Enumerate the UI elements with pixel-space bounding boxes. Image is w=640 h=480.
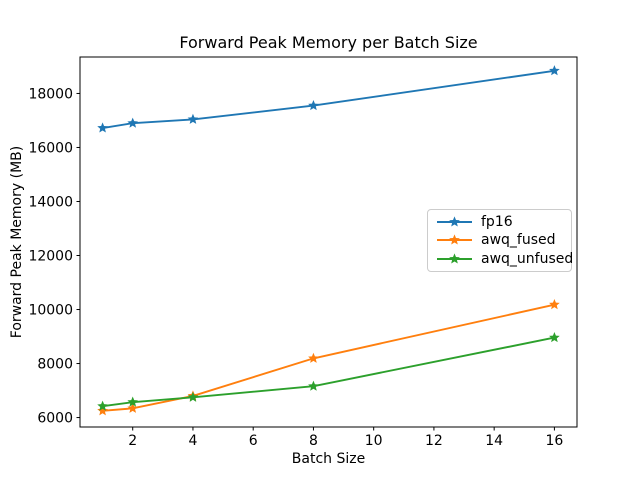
x-axis-label: Batch Size: [291, 451, 366, 467]
series-line-awq_fused: [101, 303, 556, 412]
x-tick-label: 10: [365, 433, 383, 449]
legend-label: fp16: [481, 214, 513, 231]
legend-item-fp16: fp16: [436, 213, 563, 231]
line-star-swatch-icon: [437, 216, 472, 227]
data-point-marker-awq_unfused: [549, 332, 560, 343]
data-point-marker-fp16: [97, 122, 108, 133]
x-tick-label: 16: [545, 433, 563, 449]
series-line-fp16: [101, 69, 556, 129]
y-tick-label: 8000: [37, 357, 73, 373]
y-tick-label: 18000: [28, 86, 73, 102]
data-point-marker-fp16: [308, 100, 319, 111]
y-tick-label: 12000: [28, 249, 73, 265]
legend: fp16 awq_fused awq_unfused: [427, 209, 573, 272]
x-tick-label: 8: [309, 433, 318, 449]
data-point-marker-awq_fused: [127, 402, 139, 413]
data-point-marker-fp16: [187, 113, 199, 124]
y-tick-label: 10000: [28, 303, 73, 319]
legend-item-awq-fused: awq_fused: [436, 231, 563, 249]
x-tick-label: 14: [485, 433, 503, 449]
x-tick-label: 12: [425, 433, 443, 449]
data-point-marker-awq_fused: [97, 405, 108, 416]
chart-title: Forward Peak Memory per Batch Size: [179, 33, 478, 52]
x-tick-label: 6: [249, 433, 258, 449]
line-star-swatch-icon: [437, 253, 472, 264]
y-tick-label: 14000: [28, 194, 73, 210]
data-point-marker-awq_unfused: [97, 400, 108, 411]
data-point-marker-awq_unfused: [187, 391, 199, 402]
data-point-marker-awq_unfused: [127, 396, 139, 407]
line-star-swatch-icon: [437, 234, 472, 246]
legend-label: awq_unfused: [481, 250, 574, 267]
data-point-marker-awq_unfused: [308, 380, 319, 391]
legend-item-awq-unfused: awq_unfused: [436, 250, 573, 268]
x-tick-label: 4: [188, 433, 197, 449]
x-tick-label: 2: [128, 433, 137, 449]
data-point-marker-awq_fused: [308, 352, 319, 363]
y-tick-label: 16000: [28, 140, 73, 156]
legend-label: awq_fused: [481, 232, 556, 249]
y-tick-label: 6000: [37, 411, 73, 427]
series-line-awq_unfused: [101, 336, 556, 408]
data-point-marker-awq_fused: [549, 299, 560, 310]
axes-frame: [79, 56, 578, 428]
data-point-marker-fp16: [127, 117, 139, 128]
data-point-marker-fp16: [549, 65, 560, 76]
